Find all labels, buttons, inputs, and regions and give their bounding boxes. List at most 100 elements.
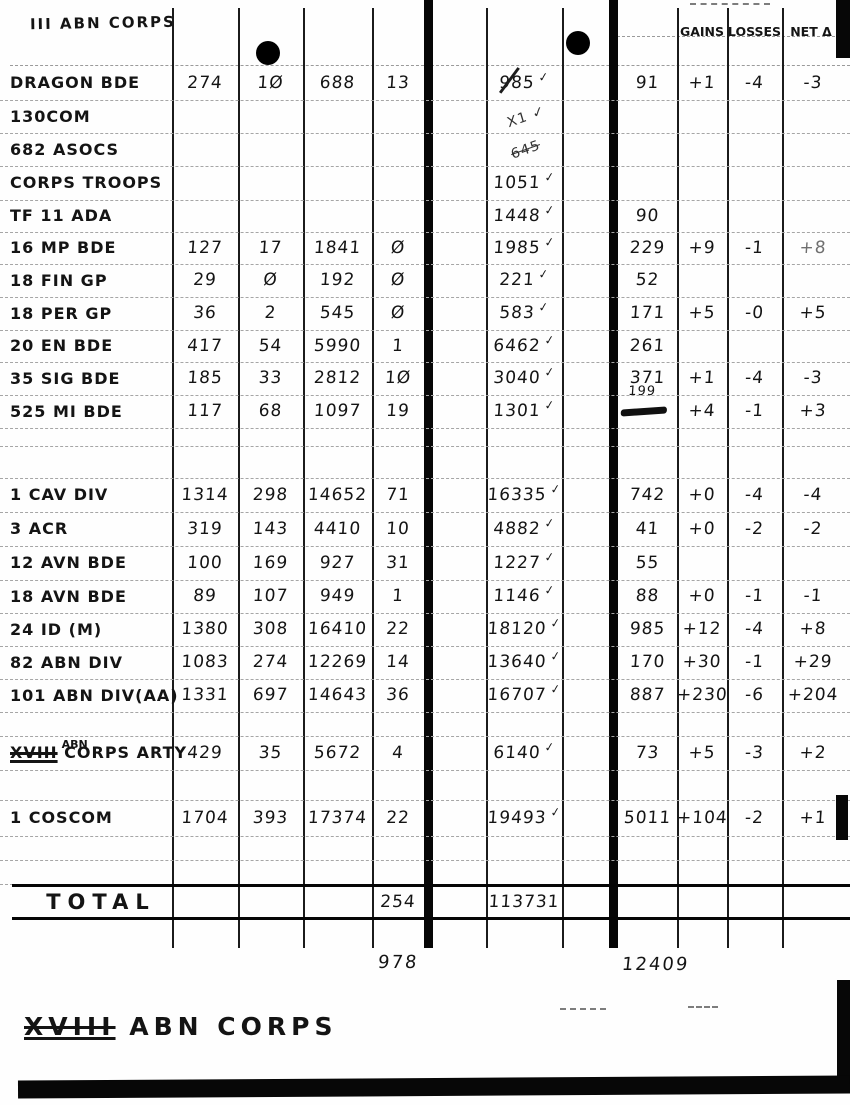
cell-losses: -2 bbox=[744, 519, 765, 539]
cell-c2: 2 bbox=[263, 303, 278, 323]
total-row: TOTAL 254 113731 bbox=[12, 884, 850, 920]
cell-label: 18 PER GP bbox=[10, 304, 113, 323]
total-label: TOTAL bbox=[46, 890, 156, 914]
cell-c4: Ø bbox=[390, 238, 406, 258]
cell-losses: -1 bbox=[744, 652, 765, 672]
redaction-dot bbox=[566, 31, 590, 55]
cell-label: 18 AVN BDE bbox=[10, 587, 127, 606]
table-row: CORPS TROOPS 1051 ✓ bbox=[0, 166, 850, 201]
cell-assigned: 73 bbox=[634, 743, 661, 763]
cell-total: 6140 ✓ bbox=[485, 736, 563, 771]
cell-c1: 1331 bbox=[180, 685, 230, 705]
cell-c2: 393 bbox=[252, 808, 289, 828]
cell-assigned: 887 bbox=[629, 685, 666, 705]
cell-c2: 1Ø bbox=[256, 73, 285, 93]
cell-label: DRAGON BDE bbox=[10, 73, 141, 92]
cell-gains: +9 bbox=[687, 238, 717, 258]
cell-net: +8 bbox=[798, 238, 828, 258]
cell-gains: +0 bbox=[687, 519, 717, 539]
assigned-sum-note: 12409 bbox=[620, 954, 691, 975]
cell-c1: 429 bbox=[186, 743, 224, 763]
table-row bbox=[0, 446, 850, 479]
handwritten-scribble: 645 bbox=[509, 137, 543, 163]
cell-total: 19493 ✓ bbox=[485, 800, 564, 837]
cell-c1: 417 bbox=[186, 336, 224, 356]
cell-assigned: 261 bbox=[629, 336, 666, 356]
cell-net: +29 bbox=[792, 652, 834, 672]
table-row: XVIII ABN CORPS ARTY 429 35 5672 4 6140 ✓ 73 +5 -3… bbox=[0, 736, 850, 771]
cell-losses: -1 bbox=[744, 238, 765, 258]
cell-c3: 927 bbox=[319, 553, 356, 573]
cell-c2: 33 bbox=[258, 368, 284, 388]
cell-assigned: 55 bbox=[634, 553, 661, 573]
cell-label: 130COM bbox=[10, 107, 91, 126]
cell-c4: 1 bbox=[391, 336, 405, 356]
cell-c1: 36 bbox=[192, 303, 218, 323]
table-row bbox=[0, 770, 850, 801]
stray-dash-marks bbox=[560, 1008, 606, 1010]
cell-c3: 5672 bbox=[313, 743, 362, 763]
cell-label: 24 ID (M) bbox=[10, 620, 103, 639]
cell-net: -3 bbox=[802, 73, 824, 93]
cell-losses: -1 bbox=[744, 586, 765, 606]
cell-c3: 949 bbox=[319, 586, 356, 606]
col4-sum-note: 978 bbox=[376, 952, 420, 973]
cell-gains: +0 bbox=[687, 485, 717, 505]
cell-label: 525 MI BDE bbox=[10, 402, 123, 421]
cell-gains: +104 bbox=[676, 808, 729, 828]
footer-title-text: ABN CORPS bbox=[115, 1012, 338, 1041]
cell-c3: 12269 bbox=[307, 652, 368, 672]
cell-losses: -6 bbox=[744, 685, 765, 705]
cell-label: 35 SIG BDE bbox=[10, 369, 121, 388]
cell-c4: Ø bbox=[390, 303, 406, 323]
cell-total: 1301 ✓ bbox=[485, 395, 563, 429]
table-row: 35 SIG BDE 185 33 2812 1Ø 3040 ✓ 371 +1 -4 -3 bbox=[0, 362, 850, 396]
cell-total: 221 ✓ bbox=[485, 264, 563, 298]
cell-c2: 697 bbox=[252, 685, 289, 705]
scan-edge-bar bbox=[836, 0, 850, 58]
table-row bbox=[0, 428, 850, 447]
cell-assigned: 88 bbox=[635, 586, 661, 606]
scan-edge-bar bbox=[836, 795, 848, 840]
cell-net: -3 bbox=[802, 368, 824, 388]
cell-total: X1 ✓ bbox=[485, 100, 563, 134]
cell-label: 82 ABN DIV bbox=[10, 653, 123, 672]
cell-gains: +5 bbox=[687, 743, 717, 763]
total-col4-value: 254 bbox=[379, 892, 417, 912]
cell-c2: 35 bbox=[257, 743, 284, 763]
cell-c1: 185 bbox=[186, 368, 224, 388]
cell-gains: +1 bbox=[687, 73, 717, 93]
cell-assigned: 90 bbox=[634, 206, 661, 226]
table-row: 82 ABN DIV 1083 274 12269 14 13640 ✓ 170 +30 -1 +2… bbox=[0, 646, 850, 680]
cell-c3: 14652 bbox=[307, 485, 368, 505]
cell-c3: 192 bbox=[319, 270, 356, 290]
cell-label: XVIII ABN CORPS ARTY bbox=[10, 736, 186, 770]
cell-losses: -4 bbox=[744, 368, 765, 388]
stray-dash-marks bbox=[688, 1006, 718, 1008]
table-row: 682 ASOCS 645 bbox=[0, 133, 850, 167]
cell-total: 16707 ✓ bbox=[485, 679, 563, 713]
table-row: 18 PER GP 36 2 545 Ø 583 ✓ 171 +5 -0 +5 bbox=[0, 297, 850, 331]
cell-gains: +230 bbox=[676, 685, 729, 705]
col-header-net: NET Δ bbox=[790, 24, 832, 39]
cell-c3: 1097 bbox=[313, 401, 362, 421]
cell-c4: 36 bbox=[385, 685, 411, 705]
table-row: 130COM X1 ✓ bbox=[0, 100, 850, 134]
cut-off-text-marks bbox=[690, 3, 770, 5]
cell-c3: 14643 bbox=[307, 685, 368, 705]
cell-c4: 1 bbox=[391, 586, 405, 606]
scan-bottom-bar bbox=[17, 1075, 850, 1099]
cell-c2: 107 bbox=[252, 586, 289, 606]
cell-total: 1985 ✓ bbox=[485, 232, 563, 265]
cell-gains: +30 bbox=[681, 652, 723, 672]
cell-assigned: 170 bbox=[629, 652, 666, 672]
cell-losses: -4 bbox=[744, 485, 765, 505]
cell-label: 18 FIN GP bbox=[10, 271, 108, 290]
cell-losses: -1 bbox=[744, 401, 765, 421]
cell-c1: 1380 bbox=[180, 619, 230, 639]
table-row: 24 ID (M) 1380 308 16410 22 18120 ✓ 985 +12 -4 +8 bbox=[0, 613, 850, 647]
cell-label: CORPS TROOPS bbox=[10, 173, 163, 192]
cell-gains: +12 bbox=[681, 619, 723, 639]
cell-gains: +0 bbox=[687, 586, 717, 606]
